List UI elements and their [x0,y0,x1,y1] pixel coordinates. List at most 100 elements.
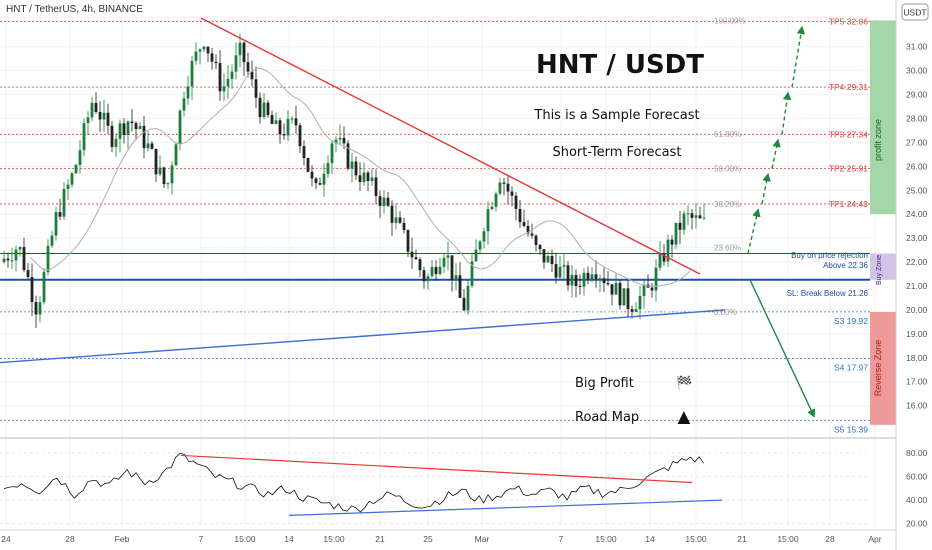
candle-body [462,297,466,311]
candle-body [330,143,334,164]
candle-body [486,209,490,232]
candle-body [290,118,294,120]
candle-body [418,259,422,271]
candle-body [58,212,62,217]
road-icon: ▲ [673,404,695,429]
candle-body [130,121,134,124]
candle-body [690,213,694,218]
projection-up-arrow [771,138,781,169]
candle-body [222,86,226,92]
x-tick-label: 15:00 [234,534,256,544]
candle-body [214,61,218,64]
candle-body [614,282,618,295]
candle-body [382,197,386,206]
candle-body [98,111,102,120]
x-tick-label: 14 [284,534,294,544]
candle-body [446,255,450,258]
currency-badge[interactable]: USDT [901,3,929,21]
candle-body [410,251,414,258]
candle-body [102,112,106,120]
candle-body [110,125,114,148]
x-tick-label: 25 [423,534,433,544]
candle-body [522,222,526,226]
candle-body [390,205,394,223]
candle-body [26,270,30,278]
symbol-label: HNT / TetherUS, 4h, BINANCE [6,4,143,15]
candle-body [498,182,502,194]
candle-body [114,138,118,148]
x-tick-label: 28 [825,534,835,544]
y-tick-label: 27.00 [906,137,928,147]
candle-body [362,172,366,182]
candle-body [474,249,478,262]
candle-body [258,97,262,118]
candle-body [554,264,558,278]
candle-body [534,235,538,245]
rsi-tick-label: 60.00 [906,472,928,482]
candle-body [558,266,562,278]
x-tick-label: 28 [65,534,75,544]
candle-body [138,125,142,129]
projection-up-arrow [747,208,761,254]
candle-body [550,255,554,265]
resistance-trendline[interactable] [200,17,701,275]
candle-body [562,265,566,267]
candle-body [306,158,310,172]
candle-body [346,143,350,169]
candle-body [610,284,614,295]
candle-body [494,193,498,207]
candle-body [578,285,582,287]
support-trendline[interactable] [0,309,726,364]
y-tick-label: 16.00 [906,401,928,411]
x-tick-label: 14 [645,534,655,544]
candle-body [434,267,438,275]
currency-badge-label: USDT [903,8,926,18]
candle-body [374,177,378,197]
candle-body [294,118,298,126]
candle-body [238,42,242,56]
candle-body [198,49,202,52]
candle-body [106,112,110,126]
y-tick-label: 22.00 [906,257,928,267]
sl-note: SL: Break Below 21.26 [787,289,869,298]
candle-body [46,245,50,273]
candle-body [54,212,58,236]
candle-body [354,161,358,176]
candle-body [326,163,330,174]
target-label: TP3 27.34 [829,129,868,139]
candle-body [210,53,214,62]
x-tick-label: 7 [199,534,204,544]
candle-body [542,249,546,263]
flag-icon: 🏁 [676,375,692,390]
rsi-resistance-trendline[interactable] [180,454,693,484]
target-label: TP2 25.91 [829,164,868,174]
candle-body [526,225,530,234]
candle-body [654,267,658,291]
candle-body [642,284,646,296]
fib-label: 100.00% [714,16,746,25]
candle-body [414,257,418,260]
road-map-text: Road Map [575,410,639,425]
reverse-zone-label: Reverse Zone [873,340,883,397]
candle-body [242,42,246,63]
candle-body [322,173,326,185]
candle-body [254,79,258,98]
candle-body [666,239,670,262]
candle-body [182,98,186,111]
candle-body [2,258,6,263]
candle-body [218,63,222,92]
buy-zone [870,253,896,280]
candle-body [202,46,206,50]
candle-body [78,150,82,165]
candle-body [274,120,278,124]
y-tick-label: 29.00 [906,90,928,100]
candle-body [22,247,26,271]
rsi-support-trendline[interactable] [288,499,723,517]
candle-body [118,123,122,139]
target-label: TP4 29.31 [829,82,868,92]
candle-body [662,253,666,262]
candle-body [606,283,610,285]
candle-body [510,191,514,196]
candle-body [378,196,382,206]
